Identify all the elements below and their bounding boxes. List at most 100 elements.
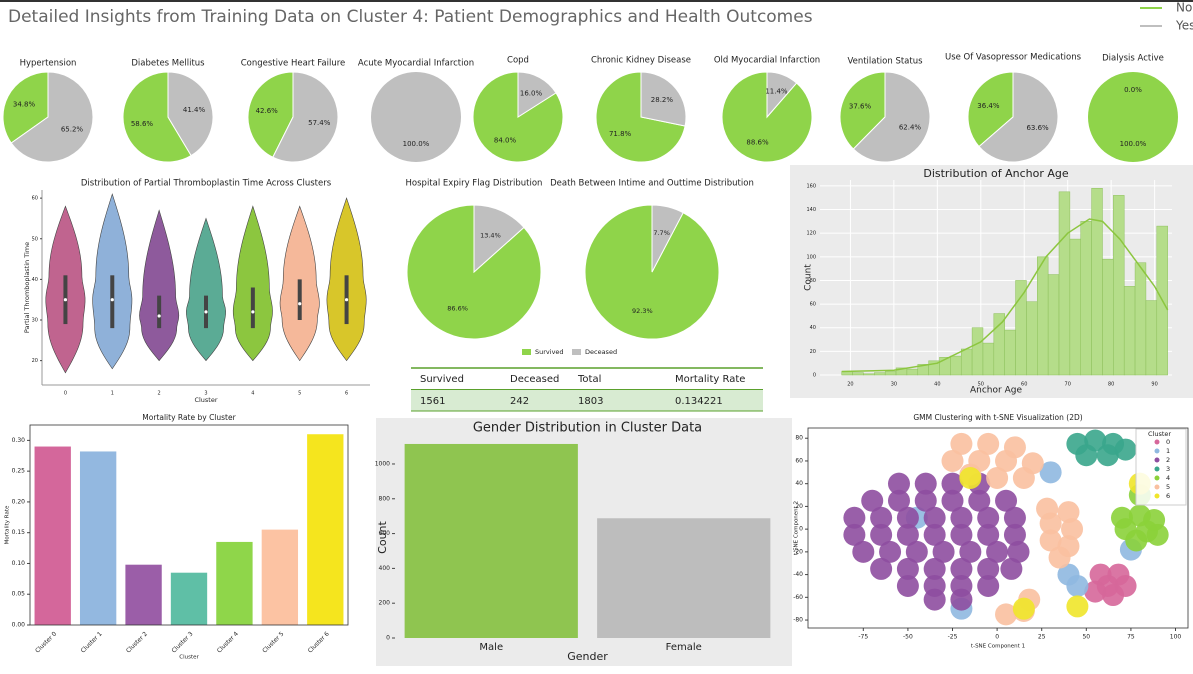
plot-frame bbox=[29, 424, 349, 626]
y-tick-label: -20 bbox=[793, 548, 803, 555]
y-tick-label: 0.00 bbox=[12, 622, 26, 629]
x-tick-label: 30 bbox=[891, 382, 897, 388]
legend-label: 0 bbox=[1166, 438, 1170, 446]
legend-label: Deceased bbox=[585, 348, 617, 356]
scatter-point bbox=[1066, 574, 1089, 597]
pie-slice bbox=[978, 71, 1059, 163]
violin-median bbox=[204, 310, 208, 314]
x-tick-label: Cluster 6 bbox=[307, 630, 331, 654]
pie-title: Hospital Expiry Flag Distribution bbox=[406, 179, 543, 189]
y-tick-label: 40 bbox=[795, 480, 803, 487]
legend-swatch bbox=[572, 349, 581, 355]
y-tick-label: 0.10 bbox=[12, 560, 26, 567]
hist-bar bbox=[1069, 238, 1081, 376]
scatter-point bbox=[941, 449, 964, 472]
y-tick-label: -40 bbox=[793, 571, 803, 578]
scatter-point bbox=[1048, 546, 1071, 569]
y-tick-label: 0.05 bbox=[12, 591, 26, 598]
pie-slice bbox=[967, 71, 1014, 148]
pie-value-label: 92.3% bbox=[632, 307, 653, 315]
hist-bar bbox=[1080, 221, 1092, 376]
legend-label: 6 bbox=[1166, 492, 1170, 500]
legend-swatch bbox=[522, 349, 531, 355]
legend-label: 5 bbox=[1166, 483, 1170, 491]
hist-bar bbox=[1058, 191, 1071, 376]
x-tick-label: 100 bbox=[1170, 634, 1182, 641]
x-tick-label: Cluster 5 bbox=[261, 630, 285, 654]
scatter-point bbox=[950, 557, 973, 580]
hist-bar bbox=[1113, 195, 1125, 376]
legend-label: 3 bbox=[1166, 465, 1170, 473]
scatter-point bbox=[950, 506, 973, 529]
x-tick-label: 50 bbox=[1082, 634, 1090, 641]
x-tick-label: 25 bbox=[1038, 634, 1046, 641]
table-cell: 1561 bbox=[420, 396, 445, 407]
x-tick-label: 20 bbox=[847, 382, 853, 388]
legend-label: 2 bbox=[1166, 456, 1170, 464]
pie-slice bbox=[517, 71, 557, 118]
pie-value-label: 62.4% bbox=[899, 123, 922, 131]
pie-value-label: 36.4% bbox=[977, 102, 1000, 110]
x-tick-label: 5 bbox=[298, 391, 301, 397]
pie-title: Use Of Vasopressor Medications bbox=[945, 53, 1082, 63]
pie-slice bbox=[721, 71, 813, 163]
scatter-point bbox=[887, 489, 910, 512]
x-tick-label: 0 bbox=[64, 391, 67, 397]
y-tick-label: 60 bbox=[795, 457, 803, 464]
hist-bar bbox=[1015, 280, 1027, 376]
y-tick-label: 20 bbox=[795, 503, 803, 510]
pie-value-label: 42.6% bbox=[256, 107, 279, 115]
violin-median bbox=[110, 298, 114, 302]
y-tick-label: 40 bbox=[32, 277, 38, 283]
scatter-point bbox=[1066, 595, 1089, 618]
x-tick-label: Cluster 3 bbox=[170, 630, 194, 654]
violin-body bbox=[232, 205, 273, 362]
pie-value-label: 84.0% bbox=[494, 137, 517, 145]
hist-bar bbox=[863, 373, 875, 376]
scatter-point bbox=[914, 472, 937, 495]
y-tick-label: -60 bbox=[793, 594, 803, 601]
scatter-point bbox=[1061, 518, 1084, 541]
x-tick-label: Male bbox=[479, 642, 503, 653]
pie-slice bbox=[766, 71, 798, 119]
scatter-point bbox=[977, 432, 1000, 455]
hist-bar bbox=[1091, 188, 1103, 376]
x-tick-label: Cluster 1 bbox=[80, 630, 104, 654]
scatter-point bbox=[977, 557, 1000, 580]
hist-bar bbox=[1123, 286, 1136, 376]
x-tick-label: 3 bbox=[204, 391, 207, 397]
legend-swatch bbox=[1154, 457, 1160, 463]
bar bbox=[216, 541, 253, 625]
scatter-point bbox=[1039, 512, 1062, 535]
y-tick-label: 60 bbox=[810, 302, 816, 308]
x-tick-label: -75 bbox=[858, 634, 868, 641]
scatter-point bbox=[1003, 506, 1026, 529]
scatter-point bbox=[1146, 523, 1169, 546]
table-header: Deceased bbox=[510, 374, 559, 385]
x-axis-label: t-SNE Component 1 bbox=[971, 644, 1025, 650]
pie-slice bbox=[247, 71, 294, 158]
legend-label: Survived bbox=[535, 348, 564, 356]
plot-frame bbox=[807, 427, 1189, 629]
hist-bar bbox=[1145, 300, 1158, 376]
pie-value-label: 58.6% bbox=[131, 120, 154, 128]
pie-value-label: 88.6% bbox=[746, 138, 769, 146]
table-cell: 242 bbox=[510, 396, 529, 407]
y-tick-label: 0.30 bbox=[12, 437, 26, 444]
violin-box bbox=[250, 287, 255, 329]
scatter-point bbox=[968, 489, 991, 512]
x-tick-label: 1 bbox=[111, 391, 114, 397]
pie-value-label: 0.0% bbox=[1124, 86, 1142, 94]
pie-value-label: 13.4% bbox=[480, 231, 501, 239]
scatter-point bbox=[1114, 438, 1137, 461]
y-tick-label: 200 bbox=[379, 600, 391, 607]
scatter-point bbox=[950, 432, 973, 455]
bar bbox=[261, 529, 299, 625]
violin-box bbox=[157, 295, 162, 329]
pie-value-label: 100.0% bbox=[1120, 140, 1147, 148]
hist-bar bbox=[884, 371, 897, 376]
scatter-point bbox=[896, 574, 919, 597]
scatter-point bbox=[870, 506, 893, 529]
violin-box bbox=[297, 279, 302, 320]
